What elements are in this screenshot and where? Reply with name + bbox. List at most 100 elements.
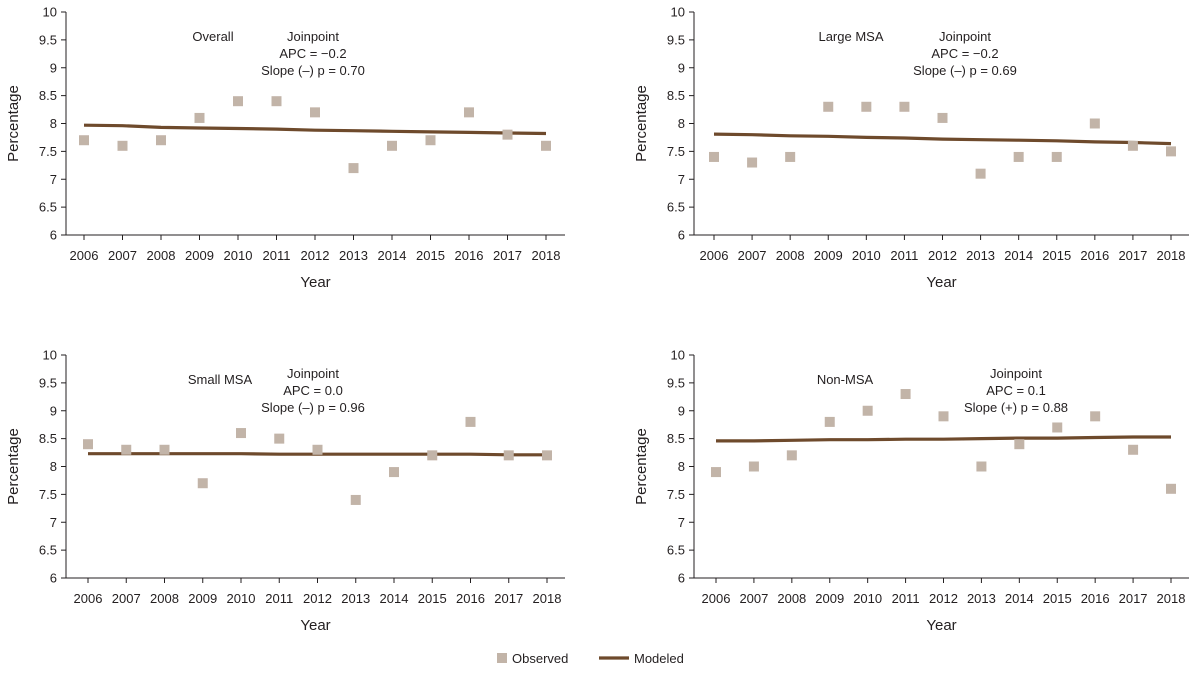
y-axis-title: Percentage [633, 428, 650, 505]
legend-observed-label: Observed [512, 651, 568, 666]
x-tick-label: 2008 [777, 591, 806, 606]
observed-point [159, 444, 170, 455]
joinpoint-annotation-line: APC = −0.2 [279, 46, 346, 61]
x-tick-label: 2015 [1042, 248, 1071, 263]
observed-point [541, 140, 551, 151]
y-tick-label: 10 [43, 348, 57, 363]
observed-point [197, 478, 208, 489]
y-tick-label: 7 [50, 515, 57, 530]
observed-point [1166, 146, 1176, 157]
panel-title: Small MSA [188, 372, 253, 387]
x-tick-label: 2010 [224, 248, 253, 263]
observed-point [121, 444, 132, 455]
observed-point [79, 135, 89, 146]
observed-point [748, 461, 759, 472]
legend-observed-swatch [497, 653, 507, 663]
joinpoint-annotation-line: APC = 0.1 [986, 383, 1046, 398]
x-tick-label: 2011 [892, 591, 920, 606]
observed-point [194, 112, 205, 123]
observed-point [464, 107, 474, 118]
observed-point [271, 96, 282, 107]
y-tick-label: 7.5 [667, 487, 685, 502]
y-tick-label: 6 [50, 571, 57, 586]
x-tick-label: 2016 [1081, 591, 1110, 606]
y-tick-label: 8.5 [667, 431, 685, 446]
observed-point [425, 135, 436, 146]
y-tick-label: 9 [678, 403, 685, 418]
x-tick-label: 2007 [739, 591, 768, 606]
y-tick-label: 8.5 [667, 88, 685, 103]
panel-top-left: 6 6.5 7 7.5 8 8.5 9 9.5 10 2006 2007 2008 2009 2010 20… [5, 5, 565, 291]
x-tick-label: 2007 [112, 591, 141, 606]
x-tick-label: 2016 [1080, 248, 1109, 263]
panel-bottom-right: 6 6.5 7 7.5 8 8.5 9 9.5 10 2006 2007 2008 2009 2010 20… [633, 348, 1189, 634]
joinpoint-annotation-line: Slope (+) p = 0.88 [964, 400, 1068, 415]
x-axis-title: Year [300, 617, 330, 634]
y-tick-label: 10 [671, 348, 685, 363]
observed-point [348, 163, 359, 174]
x-tick-label: 2010 [853, 591, 882, 606]
x-tick-label: 2012 [929, 591, 958, 606]
y-tick-label: 10 [43, 5, 57, 20]
observed-point [747, 157, 758, 168]
observed-point [1128, 444, 1139, 455]
y-tick-label: 7.5 [39, 487, 57, 502]
joinpoint-annotation-line: Slope (–) p = 0.69 [913, 63, 1017, 78]
y-tick-label: 6 [678, 571, 685, 586]
observed-point [156, 135, 166, 146]
observed-point [83, 439, 93, 450]
observed-point [709, 151, 719, 162]
x-tick-label: 2018 [1157, 591, 1186, 606]
y-tick-label: 8 [50, 116, 57, 131]
x-tick-label: 2015 [418, 591, 447, 606]
x-tick-label: 2018 [532, 248, 561, 263]
y-tick-label: 9 [678, 60, 685, 75]
x-tick-label: 2018 [1157, 248, 1186, 263]
observed-point [312, 444, 323, 455]
x-tick-label: 2009 [188, 591, 217, 606]
modeled-series-line [716, 435, 1171, 443]
x-tick-label: 2017 [1118, 248, 1147, 263]
observed-point [233, 96, 243, 107]
y-tick-label: 9.5 [39, 375, 57, 390]
y-axis-title: Percentage [633, 85, 650, 162]
x-tick-label: 2009 [185, 248, 214, 263]
observed-point [1090, 411, 1101, 422]
x-tick-label: 2015 [416, 248, 445, 263]
observed-point [542, 450, 552, 461]
modeled-series-line [713, 132, 1172, 146]
x-tick-label: 2012 [301, 248, 330, 263]
observed-point [1166, 483, 1176, 494]
y-tick-label: 9.5 [667, 32, 685, 47]
x-tick-label: 2009 [815, 591, 844, 606]
y-axis-title: Percentage [5, 85, 22, 162]
x-tick-label: 2010 [227, 591, 256, 606]
y-tick-label: 9 [50, 403, 57, 418]
panel-title: Non-MSA [817, 372, 874, 387]
x-tick-label: 2014 [1004, 248, 1033, 263]
y-tick-label: 9.5 [39, 32, 57, 47]
observed-point [350, 494, 361, 505]
x-tick-label: 2018 [533, 591, 562, 606]
observed-point [502, 129, 513, 140]
x-axis-title: Year [300, 274, 330, 291]
joinpoint-annotation-line: Joinpoint [939, 29, 991, 44]
joinpoint-annotation-line: Slope (–) p = 0.96 [261, 400, 365, 415]
x-tick-label: 2012 [928, 248, 957, 263]
x-tick-label: 2006 [700, 248, 729, 263]
observed-point [465, 416, 476, 427]
y-tick-label: 6.5 [667, 543, 685, 558]
legend: Observed Modeled [497, 651, 684, 666]
y-tick-label: 7 [50, 172, 57, 187]
x-tick-label: 2017 [494, 591, 523, 606]
observed-point [310, 107, 320, 118]
panel-bottom-left: 6 6.5 7 7.5 8 8.5 9 9.5 10 2006 2007 2008 2009 2010 20… [5, 348, 565, 634]
observed-point [1013, 151, 1024, 162]
x-tick-label: 2016 [456, 591, 485, 606]
x-tick-label: 2012 [303, 591, 332, 606]
observed-point [975, 168, 986, 179]
joinpoint-annotation-line: APC = −0.2 [931, 46, 998, 61]
observed-point [862, 405, 873, 416]
y-tick-label: 8 [678, 459, 685, 474]
y-tick-label: 8 [50, 459, 57, 474]
